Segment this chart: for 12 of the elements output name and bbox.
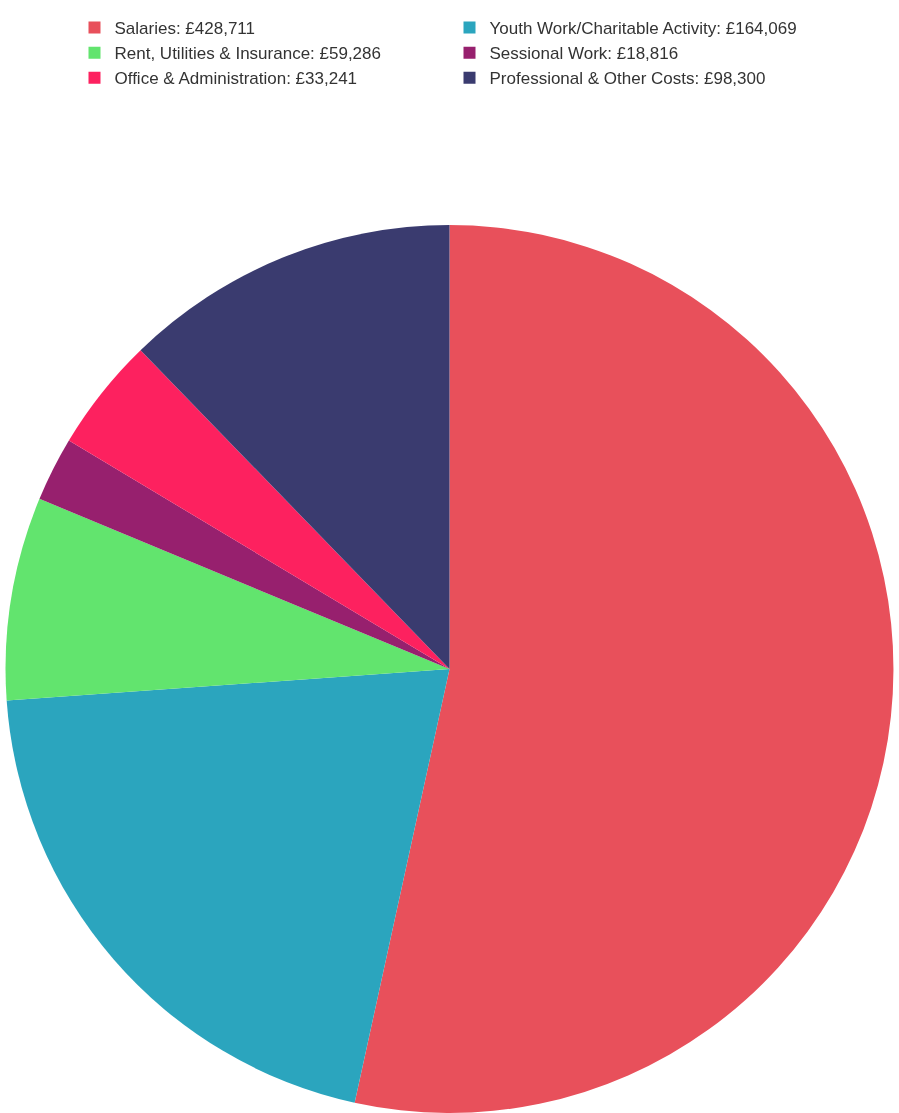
legend-label: Salaries: £428,711 <box>114 19 256 39</box>
legend-label: Rent, Utilities & Insurance: £59,286 <box>114 44 381 64</box>
legend-label: Professional & Other Costs: £98,300 <box>489 69 766 89</box>
pie-slice <box>140 225 450 670</box>
legend-label: Sessional Work: £18,816 <box>489 44 679 64</box>
pie-slice <box>39 440 450 670</box>
pie-slice <box>68 350 450 670</box>
legend-label: Office & Administration: £33,241 <box>114 69 358 89</box>
pie-slice <box>6 669 450 1103</box>
pie-slice <box>354 225 894 1113</box>
legend-label: Youth Work/Charitable Activity: £164,069 <box>489 19 797 39</box>
pie-slice <box>6 498 450 701</box>
